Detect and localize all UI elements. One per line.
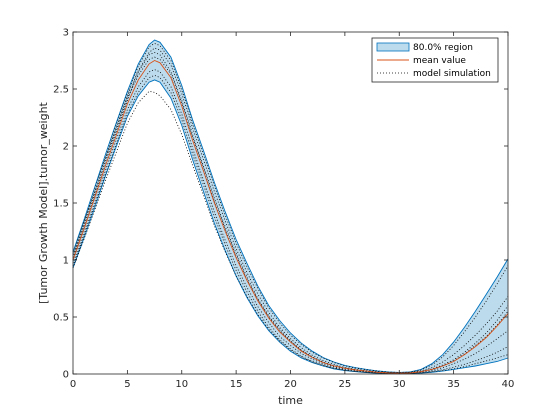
region-band xyxy=(73,40,508,374)
y-tick-label: 2.5 xyxy=(53,85,69,96)
simulation-line-2 xyxy=(72,74,509,374)
y-tick-label: 1 xyxy=(63,256,69,267)
legend-simulation-label: model simulation xyxy=(413,69,491,79)
y-tick-label: 0 xyxy=(63,370,69,381)
y-tick-label: 1.5 xyxy=(53,199,69,210)
x-tick-label: 40 xyxy=(502,379,515,390)
simulation-line-7 xyxy=(72,47,509,374)
simulation-line-1 xyxy=(72,52,509,374)
legend-region-label: 80.0% region xyxy=(413,43,473,53)
x-tick-label: 35 xyxy=(447,379,460,390)
x-axis-label: time xyxy=(278,394,303,407)
mean-layer xyxy=(72,59,509,374)
x-tick-label: 15 xyxy=(230,379,243,390)
x-tick-label: 0 xyxy=(70,379,76,390)
simulation-layer xyxy=(72,42,509,374)
mean-line xyxy=(72,59,509,374)
x-tick-label: 25 xyxy=(339,379,352,390)
x-tick-label: 20 xyxy=(284,379,297,390)
y-tick-label: 2 xyxy=(63,142,69,153)
simulation-line-4 xyxy=(72,69,509,374)
legend-region-swatch xyxy=(376,42,410,52)
y-axis-label: [Tumor Growth Model].tumor_weight xyxy=(37,101,50,303)
axes-layer: 0 5 10 15 20 25 30 35 40 0 0.5 1 1.5 2 2.5 3 xyxy=(53,28,514,391)
region-layer xyxy=(72,39,509,375)
x-tick-label: 30 xyxy=(393,379,406,390)
x-tick-label: 5 xyxy=(124,379,130,390)
y-tick-label: 0.5 xyxy=(53,313,69,324)
region-lower-edge xyxy=(72,79,509,375)
y-tick-label: 3 xyxy=(63,28,69,39)
x-tick-label: 10 xyxy=(175,379,188,390)
simulation-line-6 xyxy=(72,90,509,374)
simulation-line-5 xyxy=(72,56,509,374)
region-upper-edge xyxy=(72,39,509,373)
legend-mean-label: mean value xyxy=(413,56,466,66)
legend: 80.0% region mean value model simulation xyxy=(371,37,499,83)
